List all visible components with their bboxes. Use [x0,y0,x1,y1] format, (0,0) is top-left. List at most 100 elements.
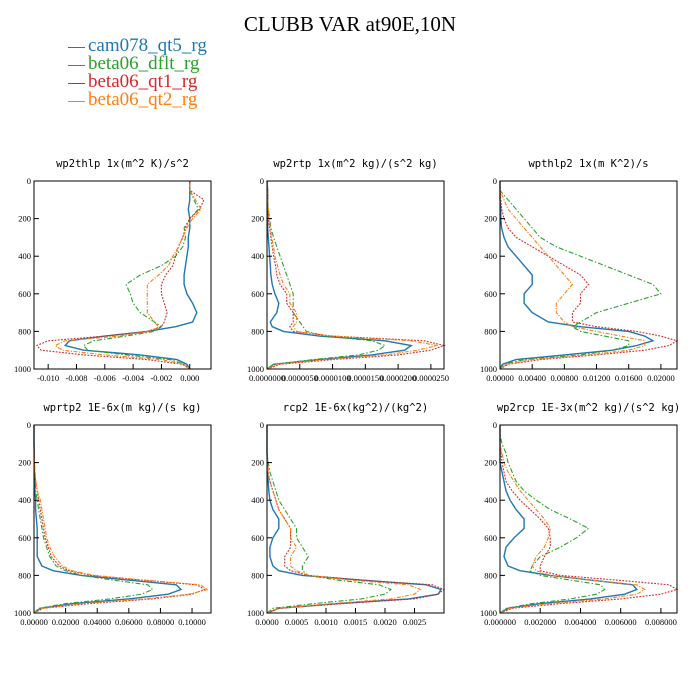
y-tick-label: 400 [18,495,31,505]
series-line-0 [33,425,183,614]
legend-line-cam078 [68,47,85,48]
legend-label-cam078: cam078_qt5_rg [88,35,207,56]
x-tick-label: 0.004000 [565,617,597,627]
plot-frame [266,180,445,370]
plot-frame [33,424,212,614]
x-tick-label: 0.08000 [147,617,175,627]
x-tick-label: 0.0010 [314,617,337,627]
series-line-0 [63,181,198,370]
figure-title: CLUBB VAR at90E,10N [243,12,457,36]
y-tick-label: 800 [251,326,264,336]
y-tick-label: 600 [18,289,31,299]
x-tick-label: -0.002 [150,373,172,383]
series-line-3 [499,425,646,614]
y-tick-label: 1000 [247,608,264,618]
panel-title: wpthlp2 1x(m K^2)/s [528,158,648,170]
panel-title: wp2thlp 1x(m^2 K)/s^2 [56,158,189,170]
y-tick-label: 400 [484,251,497,261]
y-tick-label: 800 [484,570,497,580]
series-line-2 [499,425,679,614]
x-tick-label: 0.000000 [484,617,516,627]
legend-line-qt1 [68,83,85,84]
y-tick-label: 600 [251,533,264,543]
y-tick-label: 200 [18,458,31,468]
x-tick-label: 0.02000 [647,373,675,383]
x-tick-label: 0.0025 [403,617,426,627]
y-tick-label: 400 [251,251,264,261]
panel-title: rcp2 1E-6x(kg^2)/(kg^2) [283,402,428,414]
series-line-2 [35,181,205,370]
y-tick-label: 800 [251,570,264,580]
y-tick-label: 1000 [480,364,497,374]
x-tick-label: 0.00800 [551,373,579,383]
x-tick-label: 0.01200 [583,373,611,383]
panel-title: wprtp2 1E-6x(m kg)/(s kg) [43,402,201,414]
y-tick-label: 600 [484,533,497,543]
x-tick-label: -0.008 [65,373,87,383]
x-tick-label: -0.004 [122,373,145,383]
panel-0: wp2thlp 1x(m^2 K)/s^2 0 200 400 600 800 1000 -0… [14,158,212,383]
series-line-2 [33,425,206,614]
x-tick-label: 0.0000250 [413,373,449,383]
y-tick-label: 400 [18,251,31,261]
series-line-1 [499,181,662,370]
panel-title: wp2rcp 1E-3x(m^2 kg)/(s^2 kg) [497,402,680,414]
x-tick-label: 0.0000 [255,617,278,627]
series-line-0 [499,425,638,614]
y-tick-label: 600 [18,533,31,543]
legend-line-qt2 [68,101,85,102]
y-tick-label: 600 [251,289,264,299]
y-tick-label: 0 [260,176,264,186]
panel-1: wp2rtp 1x(m^2 kg)/(s^2 kg) 0 200 400 600 800 1… [247,158,449,383]
plot-frame [499,180,678,370]
y-tick-label: 200 [251,214,264,224]
x-tick-label: 0.06000 [115,617,143,627]
panel-title: wp2rtp 1x(m^2 kg)/(s^2 kg) [273,158,437,170]
y-tick-label: 200 [251,458,264,468]
x-tick-label: -0.006 [94,373,116,383]
series-line-1 [499,425,606,614]
series-line-2 [266,425,446,614]
series-line-1 [266,425,392,614]
legend-label-dflt: beta06_dflt_rg [88,53,200,74]
legend-label-qt1: beta06_qt1_rg [88,71,198,92]
x-tick-label: 0.0000200 [380,373,416,383]
panel-4: rcp2 1E-6x(kg^2)/(kg^2) 0 200 400 600 800 1000… [247,402,446,627]
series-line-2 [499,181,679,370]
series-line-1 [33,425,154,614]
series-line-2 [266,180,446,370]
x-tick-label: 0.0015 [344,617,367,627]
plot-frame [499,424,678,614]
series-line-3 [499,181,646,370]
y-tick-label: 0 [493,176,497,186]
y-tick-label: 0 [493,420,497,430]
panel-3: wprtp2 1E-6x(m kg)/(s kg) 0 200 400 600 800 10… [14,402,212,627]
y-tick-label: 0 [27,176,31,186]
x-tick-label: 0.000 [180,373,199,383]
y-tick-label: 1000 [14,608,31,618]
y-tick-label: 800 [18,326,31,336]
x-tick-label: 0.0000000 [249,373,285,383]
y-tick-label: 400 [251,495,264,505]
series-line-1 [266,180,387,370]
y-tick-label: 200 [484,214,497,224]
x-tick-label: 0.008000 [645,617,677,627]
y-tick-label: 200 [484,458,497,468]
x-tick-label: -0.010 [37,373,59,383]
y-tick-label: 200 [18,214,31,224]
x-tick-label: 0.0005 [285,617,308,627]
series-line-0 [266,425,443,614]
y-tick-label: 800 [484,326,497,336]
legend-label-qt2: beta06_qt2_rg [88,89,198,110]
series-line-3 [54,181,202,370]
x-tick-label: 0.0000150 [347,373,383,383]
x-tick-label: 0.04000 [83,617,111,627]
series-line-1 [82,181,199,370]
x-tick-label: 0.002000 [524,617,556,627]
y-tick-label: 0 [27,420,31,430]
y-tick-label: 1000 [14,364,31,374]
y-tick-label: 1000 [480,608,497,618]
series-line-3 [266,425,422,614]
x-tick-label: 0.0000100 [314,373,350,383]
